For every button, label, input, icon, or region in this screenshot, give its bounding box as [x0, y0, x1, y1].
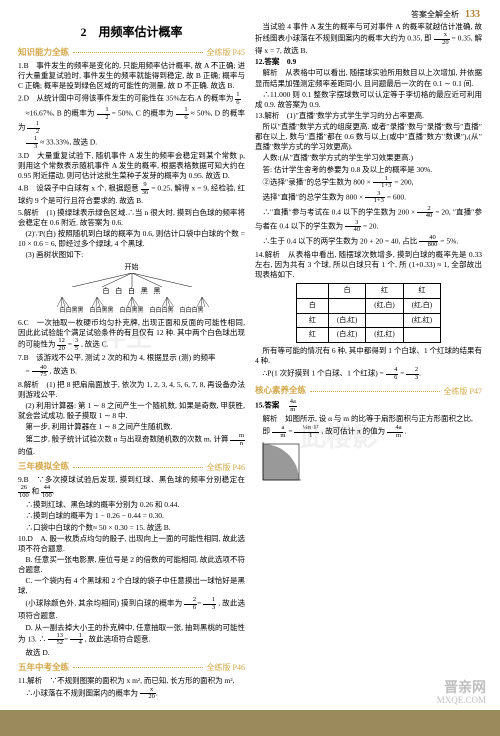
q2: 2.D 从统计图中可得该事件发生的可能性在 35%左右.A 的概率为 16 — [18, 92, 245, 106]
q15b: 解析 如图所示, 设 α 与 m 的比等于扇形面积与正方形面积之比, — [255, 414, 482, 424]
q9e: ∴口袋中白球的个数≈ 50 × 0.30 = 15. 故选 B. — [18, 523, 245, 533]
q1: 1.B 事件发生的频率是变化的, 只能用频率估计概率, 故 A 不正确; 进行大… — [18, 61, 245, 91]
section-3-header: 五年中考全练 全练版 P46 — [18, 662, 245, 674]
q13i: ∴′′直播′′参与考试在 0.4 以下的学生数为 200 × 240 = 20,… — [255, 206, 482, 234]
q10b: B. 任意买一张电影票, 座位号是 2 的倍数的可能相同, 故此选项不符合题意. — [18, 555, 245, 575]
header-label: 答案全解全析 — [411, 10, 459, 19]
probability-table: 白红红 白(红,白)(红,白) 红(白,红)(红,红) 红(白,红)(红,红) — [296, 283, 441, 343]
q6: 6.C 一次抽取一枚硬币均匀扑克牌, 出现正面和反面的可能性相同, 因此此试验能… — [18, 318, 245, 352]
q5: 5.解析 (1) 摸绿球表示绿色区域.∴当 n 很大时, 摸到白色球的频率将会稳… — [18, 208, 245, 228]
page-title: 2 用频率估计概率 — [18, 24, 245, 41]
q8c: 第一步, 利用计算器在 1 ∼ 8 之间产生随机数. — [18, 422, 245, 432]
q10c: C. 一个袋内有 4 个黑球和 2 个白球的袋子中任意摸出一球恰好是黑球, — [18, 576, 245, 596]
q14c: ∴P(1 次好摸到 1 个白球、1 个红球) = 46 = 23. — [255, 367, 482, 381]
q14: 14.解析 从表格中看出, 随摆球次数增多, 摸到白球的概率先是 0.33 左右… — [255, 250, 482, 280]
q7: 7.B 该游戏不公平, 测试 2 次的和为 4, 根据显示 (测) 的频率 — [18, 353, 245, 363]
watermark-line1: 晋亲网 — [437, 681, 486, 696]
q12c: ∴11.000 则 0.1 整数字摆球数可以认定等于李切格的最应近可利用成 0.… — [255, 90, 482, 110]
section-1-name: 知识能力全练 — [18, 47, 69, 59]
section-4-header: 核心素养全练 全练版 P47 — [255, 385, 482, 397]
q13: 13.解析 (1)′′直播′′数学方式学生学习的分占率更高. — [255, 111, 482, 121]
quarter-circle-diagram — [261, 442, 301, 482]
q2b: ≈16.67%, B 的概率为 12 = 50%, C 的概率为 16 ≈ 50… — [18, 107, 245, 135]
section-2-ref: 全练版 P46 — [207, 462, 245, 473]
q13c: 人数:(从′′直播′′数学方式的学生学习效果更高.) — [255, 153, 482, 163]
watermark: 晋亲网 MXQE.COM — [437, 681, 486, 706]
q11c: 当试验 4 事件 A 发生的概率与可对事件 A 的概率就越估计准确, 故折线图表… — [255, 22, 482, 56]
bottom-bar — [0, 710, 500, 736]
tree-lines-2 — [47, 297, 217, 307]
q10d: (小球除颜色外, 其余均相同) 摸到白球的概率为 26= 13 , 故此选项符合… — [18, 597, 245, 621]
q13l: ∴生于 0.4 以下的两学生数为 20 + 20 = 40, 占比 40800 … — [255, 235, 482, 249]
section-3-ref: 全练版 P46 — [207, 662, 245, 673]
q11b: ∴小球落在不规则图案内的概率为 x20. — [18, 687, 245, 701]
q5b: (2)∵P(白) 按照随机到白球的概率为 0.6, 则估计口袋中白球的个数 = … — [18, 229, 245, 249]
q9: 9.B ∵多次摸球试验后发现, 摸到红球、黑色球的频率分别稳定在 26100 和… — [18, 475, 245, 499]
q12: 12.答案 0.9 — [255, 57, 482, 67]
q14b: 所有等可能的情况有 6 种, 其中都得到 1 个白球、1 个红球的结果有 4 种… — [255, 346, 482, 366]
q9d: ∴摸到白球的概率为 1 − 0.26 − 0.44 = 0.30. — [18, 511, 245, 521]
q10-col2c: 故选 D. — [18, 648, 245, 658]
tree-l1: 白 白 白 黑 黑 — [18, 287, 245, 297]
q11: 11.解析 ∵不规则图案的面积为 x m², 而已知, 长方形的面积为 m², — [18, 676, 245, 686]
q12b: 解析 从表格中可以看出, 随摆球实验所用数目以上次增加, 并依据显而结果加强测定… — [255, 68, 482, 88]
tree-root: 开始 — [18, 263, 245, 273]
section-1-ref: 全练版 P45 — [207, 47, 245, 58]
q13g: 选择′′直播′′的总学生数为 800 × 31+3 = 600. — [255, 191, 482, 205]
frac: 16 — [235, 92, 240, 106]
q13b: 所以′′直播′′数学方式的组度更高. 或者′′录播′′数与′′录播′′数与′′直… — [255, 122, 482, 152]
content: 2 用频率估计概率 知识能力全练 全练版 P45 1.B 事件发生的频率是变化的… — [18, 22, 482, 706]
q13d: 答: 估计学生舍考的参要为 0.8 及以上的概率是 30%. — [255, 165, 482, 175]
page-header: 答案全解全析 133 — [411, 8, 480, 22]
q9c: ∴摸到红球、黑色球的概率分别为 0.26 和 0.44. — [18, 500, 245, 510]
tree-l2: 白白黑黑 白白黑黑 白白黑黑 白白白黑 白白白黑 — [18, 307, 245, 315]
q2e: 13 ≈ 33.33%, 故选 D. — [18, 136, 245, 150]
watermark-line2: MXQE.COM — [437, 695, 486, 705]
q3: 3.D 大量重复试验下, 随机事件 A 发生的频率会稳定到某个常数 p, 则用这… — [18, 151, 245, 181]
section-4-name: 核心素养全练 — [255, 385, 306, 397]
section-1-header: 知识能力全练 全练版 P45 — [18, 47, 245, 59]
q15: 15.答案 4am — [255, 399, 482, 413]
section-2-name: 三年模拟全练 — [18, 461, 69, 473]
q8b: (2) 利用计算器: 第 1 ∼ 8 之间产生一个随机数, 如果是奇数, 甲获胜… — [18, 401, 245, 421]
q4: 4.B 设袋子中白球有 x 个, 根据题意 936 = 0.25, 解得 x =… — [18, 182, 245, 206]
q8d: 第二步, 骰子统计试验次数 n 与出现奇数随机数的次数 m, 计算 mn 的值. — [18, 433, 245, 457]
tree-lines-1 — [57, 273, 207, 287]
q15c: 即 am = ¼π·1²1 , 故可估计 π 的值为 4am . — [255, 425, 482, 439]
page-number: 133 — [465, 9, 480, 20]
section-3-name: 五年中考全练 — [18, 662, 69, 674]
q7b: = 4075 , 故选 B. — [18, 365, 245, 379]
tree-diagram: 开始 白 白 白 黑 黑 白白黑黑 白白黑黑 白白黑黑 白白白黑 白白白黑 — [18, 263, 245, 315]
q10-col2a: D. 从一副去掉大小王的扑克牌中, 任意抽取一张, 抽到黑桃的可能性为 13. … — [18, 623, 245, 647]
q10: 10.D A. 骰一枚质点均匀的骰子, 出现向上一面的可能性相同, 故此选项不符… — [18, 534, 245, 554]
section-4-ref: 全练版 P47 — [444, 386, 482, 397]
section-2-header: 三年模拟全练 全练版 P46 — [18, 461, 245, 473]
q5c: (3) 画树状图如下: — [18, 250, 245, 260]
q8: 8.解析 (1) 把 8 把扇扇面放于, 依次为 1, 2, 3, 4, 5, … — [18, 380, 245, 400]
dots — [73, 52, 203, 53]
q13e: ②选择′′录播′′的总学生数为 800 × 11+3 = 200, — [255, 176, 482, 190]
